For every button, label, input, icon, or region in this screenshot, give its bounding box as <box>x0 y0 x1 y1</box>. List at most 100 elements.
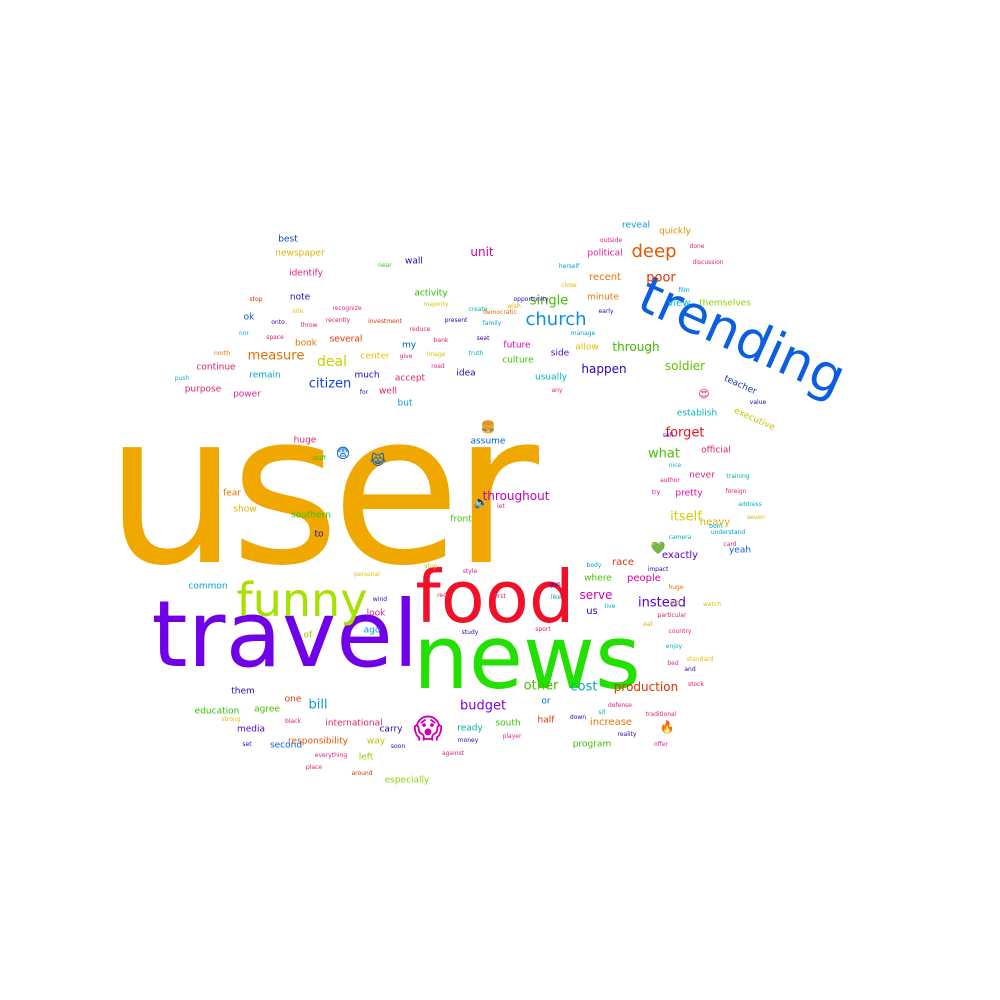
fire-icon: 🔥 <box>659 720 675 734</box>
cloud-word: establish <box>676 408 718 419</box>
cloud-word: poor <box>646 270 676 286</box>
cloud-word: discussion <box>692 259 724 266</box>
cloud-word: for <box>359 389 369 396</box>
cloud-word: to <box>314 529 324 540</box>
cloud-word: way <box>366 736 386 747</box>
cloud-word: defense <box>608 702 632 709</box>
cloud-word: front <box>450 514 472 525</box>
cloud-word: quickly <box>659 226 691 237</box>
cloud-word: address <box>738 501 762 508</box>
cloud-word: other <box>523 678 559 694</box>
cloud-word: food <box>415 555 575 639</box>
cloud-word: sport <box>535 626 551 633</box>
cloud-word: look <box>366 608 386 619</box>
cloud-word: news <box>413 606 641 709</box>
cloud-word: production <box>613 680 679 694</box>
heart-icon: 💚 <box>650 541 666 555</box>
cloud-word: around <box>351 770 373 777</box>
cloud-word: show <box>233 504 257 515</box>
cloud-word: race <box>612 557 634 568</box>
cloud-word: citizen <box>308 376 352 392</box>
cloud-word: funny <box>236 573 368 627</box>
cloud-word: gun <box>549 581 561 588</box>
cloud-word: player <box>502 733 522 740</box>
cloud-word: them <box>231 686 255 697</box>
cloud-word: media <box>236 724 266 735</box>
cloud-word: ago <box>363 625 381 636</box>
cloud-word: image <box>426 351 446 358</box>
cloud-word: responsibility <box>288 736 348 747</box>
cloud-word: future <box>503 340 531 351</box>
cloud-word: author <box>660 477 680 484</box>
cloud-word: manage <box>570 330 596 337</box>
cloud-word: site <box>292 308 304 315</box>
cloud-word: education <box>194 706 240 717</box>
cloud-word: stuff <box>312 455 326 462</box>
cloud-word: executive <box>732 406 777 433</box>
cloud-word: soldier <box>664 359 706 373</box>
cloud-word: recognize <box>332 305 362 312</box>
cloud-word: democratic <box>483 309 517 316</box>
cloud-word: particular <box>657 612 687 619</box>
cloud-word: truth <box>468 350 484 357</box>
cloud-word: early <box>598 308 614 315</box>
cloud-word: never <box>689 470 715 481</box>
cloud-word: investment <box>368 318 402 325</box>
cloud-word: where <box>584 573 612 584</box>
cloud-word: eat <box>643 621 653 628</box>
cloud-word: what <box>648 446 680 462</box>
cloud-word: foreign <box>725 488 747 495</box>
cloud-word: majority <box>423 301 449 308</box>
cloud-word: teacher <box>722 373 758 398</box>
cloud-word: north <box>213 350 231 357</box>
cloud-word: identify <box>289 268 323 279</box>
cloud-word: or <box>541 696 551 707</box>
cloud-word: minute <box>587 292 619 303</box>
cloud-word: outside <box>599 237 623 244</box>
cloud-word: user <box>104 367 539 612</box>
cloud-word: recently <box>325 317 351 324</box>
cloud-word: film <box>678 287 690 294</box>
cloud-word: remain <box>249 370 281 381</box>
cloud-word: happen <box>581 362 627 376</box>
cloud-word: sell <box>669 600 681 607</box>
cloud-word: unit <box>470 245 494 259</box>
cloud-word: any <box>551 387 563 394</box>
cloud-word: card <box>723 541 737 548</box>
cloud-word: well <box>379 386 397 397</box>
cloud-word: let <box>497 503 505 510</box>
smiling-face-with-heart-eyes-icon: 😍 <box>698 387 710 401</box>
cloud-word: assume <box>470 436 506 447</box>
cloud-word: ready <box>457 723 483 734</box>
cloud-word: enjoy <box>665 643 683 650</box>
cloud-word: people <box>627 573 661 584</box>
cloud-word: bank <box>433 337 449 344</box>
cloud-word: accept <box>394 373 426 384</box>
cloud-word: strong <box>221 716 241 723</box>
cloud-word: instead <box>638 595 686 611</box>
cloud-word: herself <box>558 263 580 270</box>
cloud-word: wind <box>372 596 388 603</box>
cloud-word: live <box>604 603 616 610</box>
cloud-word: seat <box>476 335 490 342</box>
cloud-word: view <box>667 298 691 309</box>
cloud-word: fear <box>223 488 241 499</box>
cloud-word: second <box>269 740 303 751</box>
cloud-word: against <box>441 750 465 757</box>
cloud-word: watch <box>702 601 722 608</box>
cloud-word: black <box>285 718 301 725</box>
cloud-word: sell <box>662 432 674 439</box>
cloud-word: of <box>303 630 313 641</box>
cloud-word: seven <box>747 514 765 521</box>
cloud-word: yeah <box>728 545 752 556</box>
cloud-word: southern <box>291 510 331 521</box>
cloud-word: nice <box>668 462 682 469</box>
cloud-word: bed <box>667 660 679 667</box>
cloud-word: wish <box>507 303 521 310</box>
cloud-word: red <box>437 592 447 599</box>
cloud-word: place <box>305 764 323 771</box>
cloud-word: done <box>689 243 705 250</box>
cloud-word: side <box>550 348 570 359</box>
cloud-word: book <box>295 338 317 349</box>
